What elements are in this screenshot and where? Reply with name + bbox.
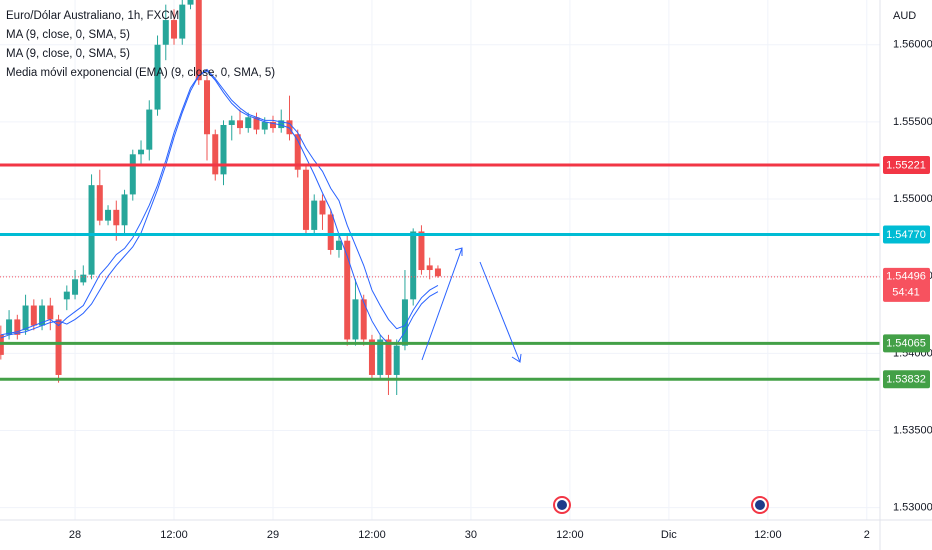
- y-tick-label: 1.53000: [893, 502, 932, 514]
- indicator-label: MA (9, close, 0, SMA, 5): [6, 29, 130, 41]
- candle-body: [129, 154, 136, 195]
- candle-body: [286, 120, 293, 135]
- level-label-box: [883, 370, 930, 389]
- candle-body: [63, 291, 70, 300]
- candle-body: [327, 214, 334, 250]
- currency-label: AUD: [893, 10, 916, 22]
- candle-body: [269, 121, 276, 129]
- candle-body: [212, 134, 219, 175]
- level-label: 1.54065: [886, 338, 926, 350]
- candle-body: [335, 240, 342, 250]
- candle-body: [154, 44, 161, 110]
- y-tick-label: 1.55000: [893, 193, 932, 205]
- candle-body: [220, 124, 227, 175]
- candle-body: [294, 134, 301, 170]
- candle-body: [30, 305, 37, 326]
- candle-body: [146, 109, 153, 150]
- level-label-box: [883, 225, 930, 244]
- candle-body: [138, 149, 145, 155]
- level-label-box: [883, 334, 930, 353]
- y-tick-label: 1.53500: [893, 424, 932, 436]
- level-label: 1.54770: [886, 229, 926, 241]
- arrow-head: [511, 353, 522, 363]
- x-tick-label: 29: [267, 529, 279, 541]
- symbol-title: Euro/Dólar Australiano, 1h, FXCM: [6, 10, 179, 22]
- candle-body: [426, 265, 433, 271]
- candle-body: [179, 4, 186, 39]
- x-tick-label: 30: [465, 529, 477, 541]
- candle-body: [360, 299, 367, 340]
- legend: Euro/Dólar Australiano, 1h, FXCM MA (9, …: [6, 10, 275, 79]
- candle-body: [418, 231, 425, 271]
- candle-body: [14, 319, 21, 335]
- arrow-up: [421, 247, 463, 361]
- candle-body: [39, 305, 46, 326]
- indicator-line: [0, 68, 439, 336]
- event-icon-inner: [755, 500, 765, 510]
- candle-body: [0, 334, 4, 355]
- x-tick-label: 2: [864, 529, 870, 541]
- x-tick-label: 12:00: [160, 529, 188, 541]
- candle-body: [393, 345, 400, 375]
- candle-body: [113, 209, 120, 226]
- drawing-arrows: [421, 247, 522, 363]
- candle-body: [121, 194, 128, 226]
- arrow-head: [454, 247, 463, 256]
- candle-body: [204, 80, 211, 135]
- event-icons: [553, 496, 769, 514]
- y-tick-label: 1.55500: [893, 116, 932, 128]
- x-tick-label: 28: [69, 529, 81, 541]
- candle-body: [80, 274, 87, 283]
- candle-body: [47, 305, 54, 320]
- candle-body: [195, 0, 202, 81]
- axes: 1.530001.535001.540001.545001.550001.555…: [69, 39, 932, 541]
- x-tick-label: Dic: [661, 529, 677, 541]
- candle-body: [171, 20, 178, 39]
- x-tick-label: 12:00: [556, 529, 584, 541]
- x-tick-label: 12:00: [358, 529, 386, 541]
- candle-body: [6, 319, 13, 335]
- candle-body: [410, 231, 417, 300]
- candle-body: [368, 339, 375, 375]
- candle-body: [261, 121, 268, 130]
- candle-body: [352, 299, 359, 340]
- last-price-label: 1.54496: [886, 271, 926, 283]
- candle-body: [311, 200, 318, 230]
- candle-body: [253, 117, 260, 130]
- candle-body: [344, 240, 351, 340]
- candle-body: [385, 339, 392, 375]
- candle-body: [319, 200, 326, 215]
- level-label: 1.53832: [886, 374, 926, 386]
- candle-body: [55, 319, 62, 375]
- candle-body: [377, 339, 384, 375]
- countdown-label: 54:41: [892, 287, 920, 299]
- candle-body: [187, 0, 194, 5]
- x-tick-label: 12:00: [754, 529, 782, 541]
- candle-body: [162, 20, 169, 45]
- candle-body: [434, 268, 441, 277]
- candle-body: [237, 120, 243, 129]
- indicator-label: Media móvil exponencial (EMA) (9, close,…: [6, 67, 275, 79]
- level-label: 1.55221: [886, 159, 926, 171]
- candle-body: [245, 117, 252, 129]
- event-icon-inner: [557, 500, 567, 510]
- candle-body: [88, 185, 95, 275]
- plot-area: [0, 0, 880, 396]
- candle-body: [22, 305, 29, 331]
- level-label-box: [883, 155, 930, 174]
- y-tick-label: 1.56000: [893, 39, 932, 51]
- last-price-box: [883, 267, 930, 302]
- candle-body: [302, 169, 309, 230]
- candle-body: [72, 279, 79, 295]
- candle-body: [228, 120, 235, 125]
- candle-body: [278, 120, 285, 129]
- candle-body: [96, 185, 103, 221]
- candle-body: [401, 299, 408, 346]
- candle-body: [105, 209, 112, 221]
- arrow-down: [479, 261, 521, 363]
- indicator-label: MA (9, close, 0, SMA, 5): [6, 48, 130, 60]
- indicator-line: [0, 70, 439, 345]
